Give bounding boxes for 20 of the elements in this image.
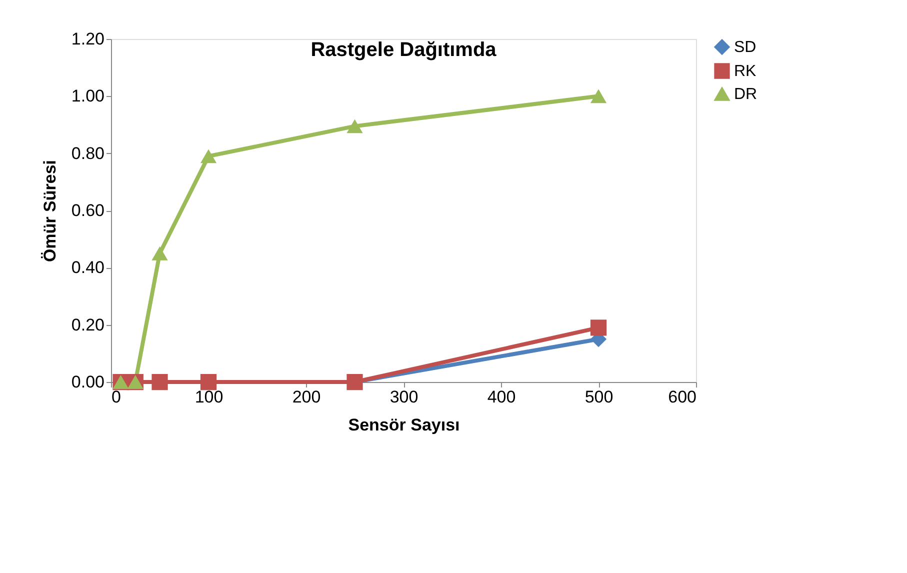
y-tick-label: 1.20 — [71, 30, 104, 48]
y-axis-title: Ömür Süresi — [40, 160, 60, 262]
legend-label: SD — [734, 39, 756, 56]
y-tick-label: 0.60 — [71, 201, 104, 220]
y-tick-label: 0.80 — [71, 144, 104, 163]
x-tick-label: 600 — [668, 388, 696, 406]
x-tick-label: 400 — [487, 388, 516, 406]
x-tick-label: 0 — [112, 388, 121, 406]
legend-label: DR — [734, 86, 758, 103]
x-tick-label: 200 — [292, 388, 321, 406]
chart-title: Rastgele Dağıtımda — [310, 39, 498, 61]
y-tick-label: 1.00 — [71, 86, 104, 106]
y-tick-label: 0.00 — [71, 372, 104, 392]
y-tick-label: 0.20 — [71, 315, 104, 334]
x-tick-label: 500 — [584, 388, 614, 406]
legend-label: RK — [734, 63, 757, 80]
y-tick-label: 0.40 — [71, 258, 104, 278]
x-axis-title: Sensör Sayısı — [348, 416, 460, 434]
x-tick-label: 300 — [390, 388, 418, 406]
x-tick-label: 100 — [194, 388, 224, 406]
